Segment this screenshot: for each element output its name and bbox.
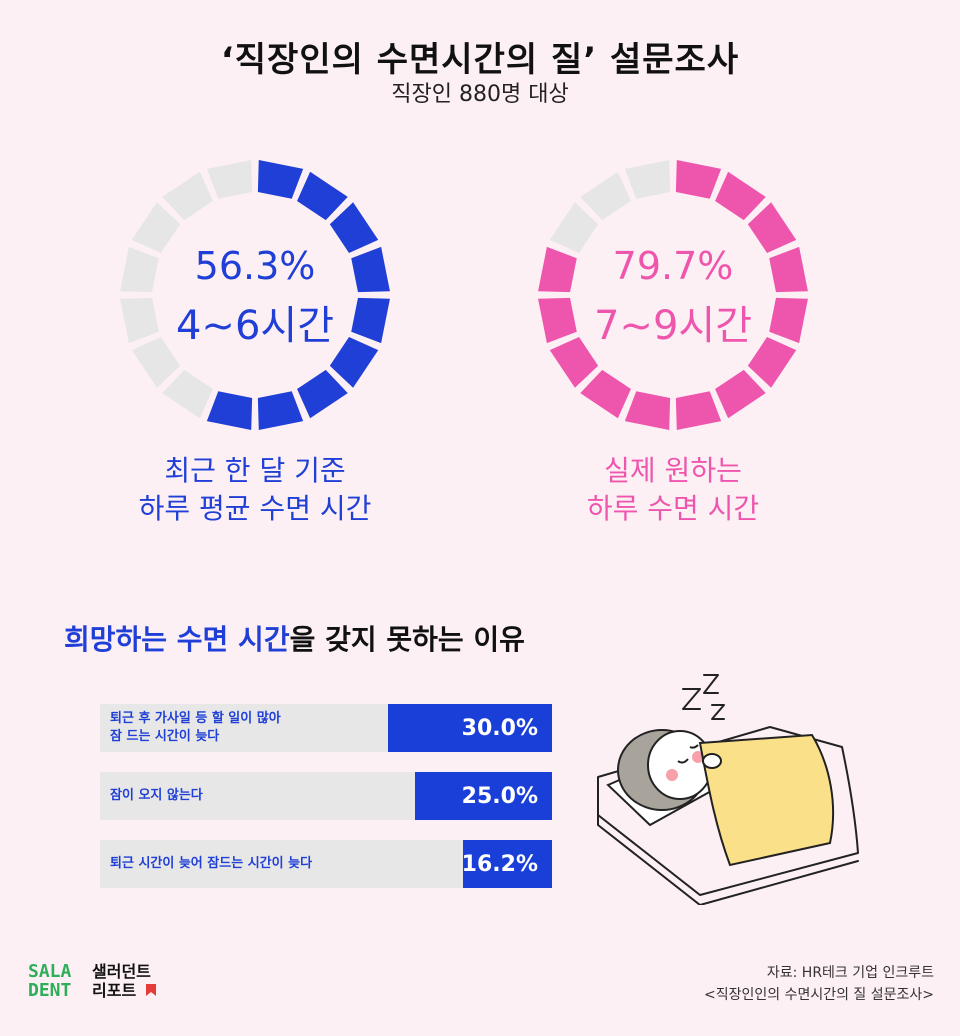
bar-row: 퇴근 시간이 늦어 잠드는 시간이 늦다 16.2% [100, 840, 552, 888]
donut-segment [131, 202, 181, 253]
bar-label: 잠이 오지 않는다 [110, 772, 390, 820]
donut-desired-percent: 79.7% [613, 244, 734, 288]
bar-label: 퇴근 시간이 늦어 잠드는 시간이 늦다 [110, 840, 470, 888]
donut-segment [351, 246, 390, 293]
donut-segment [257, 391, 304, 430]
donut-segment [538, 246, 577, 293]
bar-row: 퇴근 후 가사일 등 할 일이 많아 잠 드는 시간이 늦다 30.0% [100, 704, 552, 752]
bar-fill [388, 704, 552, 752]
donut-segment [624, 391, 671, 430]
donut-current-percent: 56.3% [195, 244, 316, 288]
donut-segment [538, 297, 577, 344]
donut-segment [624, 160, 671, 199]
donut-segment [747, 202, 797, 253]
logo-name-top: 샐러던트 [92, 962, 151, 981]
source-line1: 자료: HR테크 기업 인크루트 [766, 965, 934, 981]
donut-segment [675, 160, 722, 199]
bar-label: 퇴근 후 가사일 등 할 일이 많아 잠 드는 시간이 늦다 [110, 704, 390, 752]
donut-segment [329, 337, 379, 388]
donut-segment [206, 160, 253, 199]
donut-segment [329, 202, 379, 253]
donut-segment [257, 160, 304, 199]
donut-segment [351, 297, 390, 344]
donut-current-range: 4~6시간 [176, 303, 334, 349]
bar-row: 잠이 오지 않는다 25.0% [100, 772, 552, 820]
donut-segment [162, 369, 213, 419]
page-subtitle: 직장인 880명 대상 [391, 82, 569, 107]
donut-segment [297, 369, 348, 419]
caption-desired-line2: 하루 수면 시간 [586, 492, 760, 525]
source-note: 자료: HR테크 기업 인크루트 <직장인인의 수면시간의 질 설문조사> [704, 962, 934, 1006]
caption-desired-line1: 실제 원하는 [604, 454, 742, 487]
bar-value: 16.2% [461, 851, 538, 877]
bar-label-line: 잠이 오지 않는다 [110, 788, 203, 803]
logo-name-bottom: 리포트 [92, 981, 136, 1000]
donut-segment [580, 369, 631, 419]
donut-segment [120, 297, 159, 344]
logo-brand-bottom: DENT [28, 980, 72, 1000]
bar-fill [415, 772, 552, 820]
donut-segment [549, 202, 599, 253]
caption-current-line2: 하루 평균 수면 시간 [138, 492, 372, 525]
donut-segment [715, 369, 766, 419]
bar-value: 30.0% [461, 715, 538, 741]
caption-current: 최근 한 달 기준 하루 평균 수면 시간 [115, 452, 395, 528]
donut-segment [769, 246, 808, 293]
bar-label-line: 잠 드는 시간이 늦다 [110, 729, 220, 744]
bookmark-icon [146, 984, 156, 996]
bar-label-line: 퇴근 시간이 늦어 잠드는 시간이 늦다 [110, 856, 313, 871]
donut-segment [120, 246, 159, 293]
donut-segment [769, 297, 808, 344]
sleeping-person-illustration [597, 674, 859, 905]
logo-brand-top: SALA [28, 961, 72, 982]
source-line2: <직장인인의 수면시간의 질 설문조사> [703, 987, 934, 1003]
caption-desired: 실제 원하는 하루 수면 시간 [533, 452, 813, 528]
donut-segment [131, 337, 181, 388]
donut-segment [206, 391, 253, 430]
donut-chart-current: 56.3% 4~6시간 [120, 160, 390, 430]
donut-segment [747, 337, 797, 388]
reasons-title-highlight: 희망하는 수면 시간 [64, 623, 290, 656]
donut-desired-range: 7~9시간 [594, 303, 752, 349]
donut-segment [715, 171, 766, 221]
donut-segment [549, 337, 599, 388]
donut-segment [675, 391, 722, 430]
page-title: ‘직장인의 수면시간의 질’ 설문조사 [220, 40, 740, 80]
bar-value: 25.0% [461, 783, 538, 809]
donut-segment [297, 171, 348, 221]
donut-segment [580, 171, 631, 221]
reasons-title: 희망하는 수면 시간을 갖지 못하는 이유 [64, 618, 525, 658]
reasons-title-rest: 을 갖지 못하는 이유 [289, 623, 525, 656]
bar-fill [463, 840, 552, 888]
salad-ent-logo: SALA DENT 샐러던트 리포트 [28, 960, 168, 1004]
donut-chart-desired: 79.7% 7~9시간 [538, 160, 808, 430]
donut-segment [162, 171, 213, 221]
caption-current-line1: 최근 한 달 기준 [164, 454, 346, 487]
bar-label-line: 퇴근 후 가사일 등 할 일이 많아 [110, 711, 281, 726]
